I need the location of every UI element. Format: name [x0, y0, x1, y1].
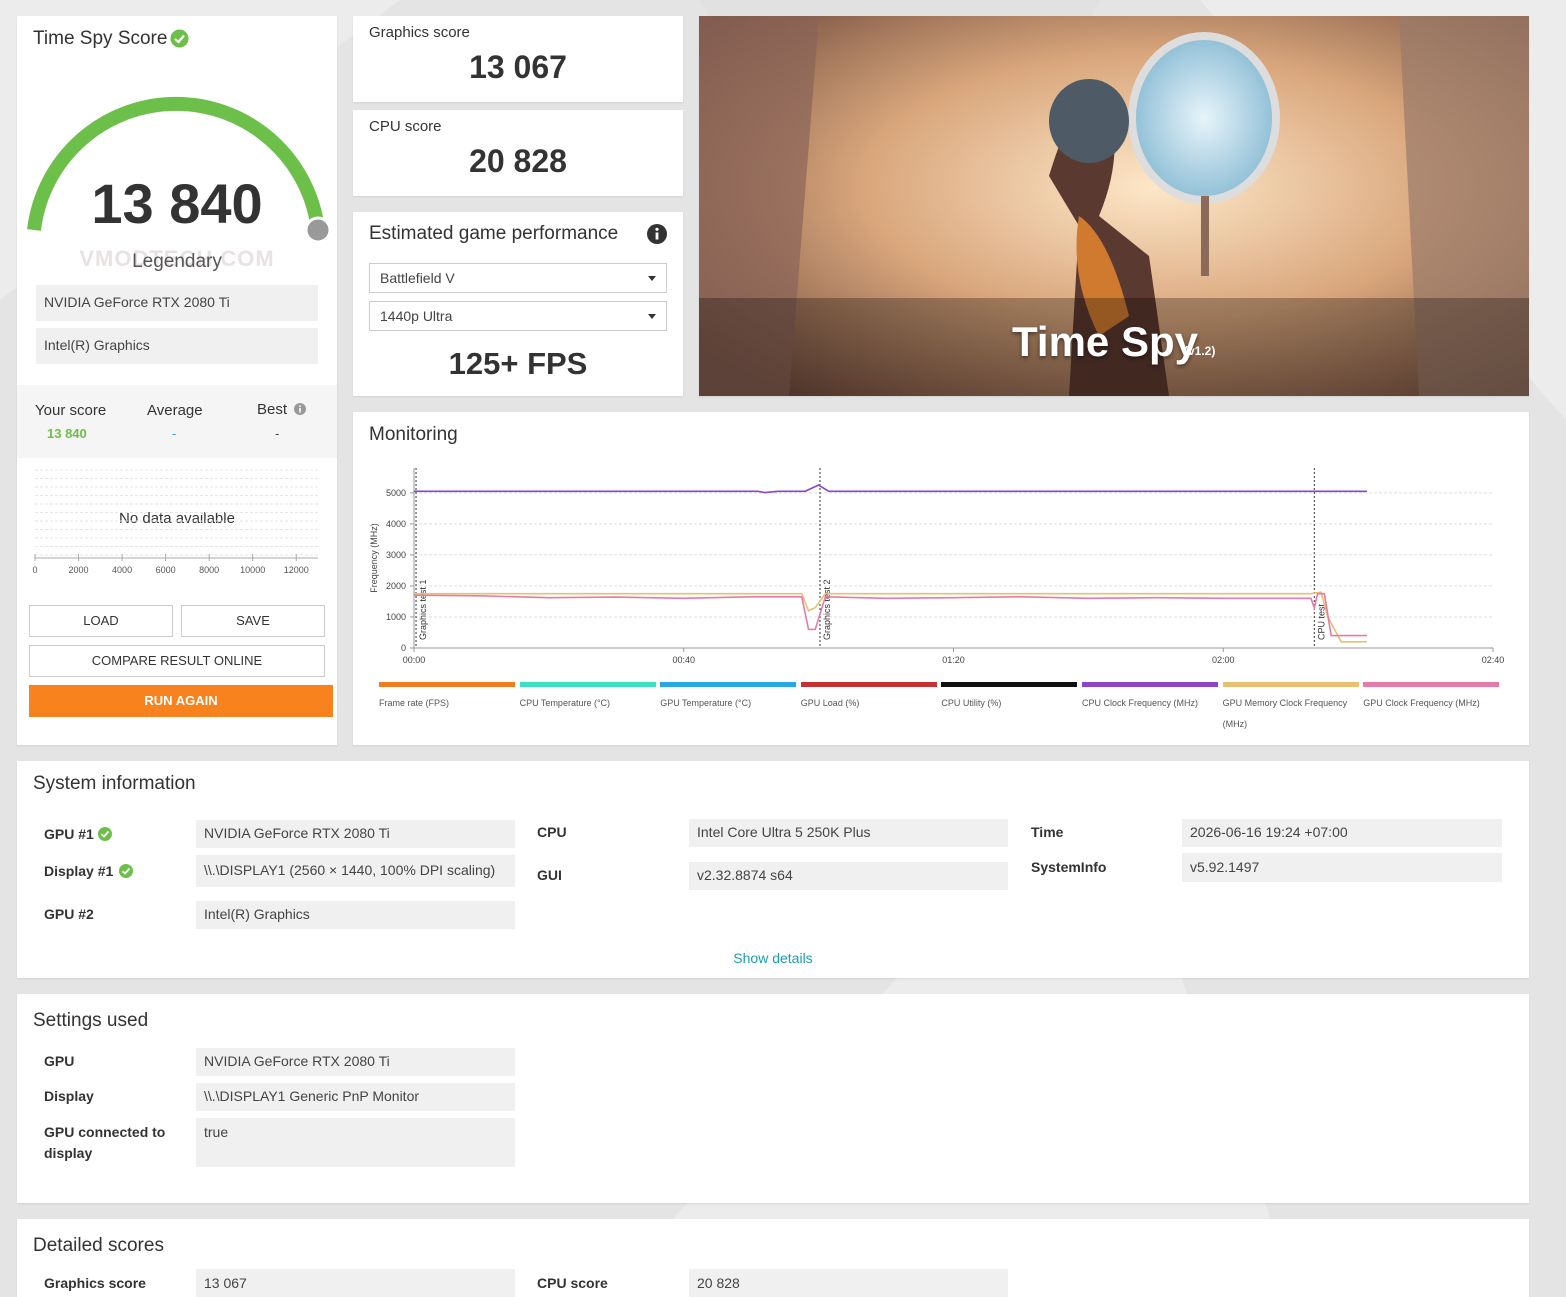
graphics-score-value: 13 067 — [469, 49, 567, 85]
cpu-score-card: CPU score 20 828 — [353, 110, 683, 196]
game-dropdown[interactable]: Battlefield V — [369, 263, 667, 293]
info-icon[interactable] — [294, 403, 306, 415]
score-rank: Legendary — [132, 251, 222, 272]
value-box — [196, 855, 515, 887]
row-label: Display #1 — [44, 863, 114, 879]
legend-item[interactable]: CPU Utility (%) — [941, 682, 1078, 714]
gpu2-box — [36, 328, 318, 364]
gpu2-name: Intel(R) Graphics — [44, 337, 150, 353]
value-box — [689, 1269, 1008, 1297]
row-value: \\.\DISPLAY1 Generic PnP Monitor — [204, 1088, 420, 1104]
run-again-button[interactable]: RUN AGAIN — [29, 685, 333, 717]
fps-value: 125+ FPS — [448, 346, 588, 381]
gpu-box — [36, 285, 318, 321]
average-value: - — [172, 426, 177, 441]
comparison-band — [17, 385, 337, 458]
best-label: Best — [257, 401, 288, 418]
score-card: Time Spy Score VMODTECH.COM 13 840 Legen… — [17, 16, 337, 745]
value-box — [196, 1083, 515, 1111]
your-score-label: Your score — [35, 402, 107, 419]
row-value: NVIDIA GeForce RTX 2080 Ti — [204, 825, 390, 841]
row-value: 2026-06-16 19:24 +07:00 — [1190, 824, 1348, 840]
graphics-score-label: Graphics score — [369, 24, 470, 41]
banner-version: (v1.2) — [1184, 344, 1216, 358]
value-box — [196, 820, 515, 848]
banner-art — [699, 16, 1529, 396]
game-performance-title: Estimated game performance — [369, 223, 619, 244]
row-value: Intel(R) Graphics — [204, 906, 310, 922]
legend-item[interactable]: GPU Memory Clock Frequency (MHz) — [1222, 682, 1359, 735]
no-data-message: No data available — [119, 510, 235, 527]
average-label: Average — [147, 402, 203, 419]
row-value: v2.32.8874 s64 — [697, 867, 793, 883]
row-label: GPU connected to display — [44, 1124, 166, 1161]
row-label: GPU #2 — [44, 906, 94, 922]
legend-item[interactable]: GPU Load (%) — [800, 682, 937, 714]
value-box — [196, 1269, 515, 1297]
compare-button[interactable]: COMPARE RESULT ONLINE — [29, 645, 325, 677]
system-information-card: System information GPU #1 NVIDIA GeForce… — [17, 761, 1529, 978]
best-value: - — [275, 426, 280, 441]
row-label: CPU — [537, 824, 567, 840]
value-box — [689, 862, 1008, 890]
legend-item[interactable]: GPU Clock Frequency (MHz) — [1363, 682, 1500, 714]
overall-score: 13 840 — [91, 172, 263, 235]
card-title: Time Spy Score — [33, 28, 168, 49]
row-value: NVIDIA GeForce RTX 2080 Ti — [204, 1053, 390, 1069]
row-label: GPU — [44, 1053, 75, 1069]
cpu-score-label: CPU score — [369, 118, 442, 135]
legend-item[interactable]: CPU Temperature (°C) — [519, 682, 656, 714]
value-box — [196, 1118, 515, 1167]
section-title: Settings used — [33, 1010, 149, 1031]
value-box — [1182, 819, 1502, 847]
settings-card: Settings used GPU NVIDIA GeForce RTX 208… — [17, 994, 1529, 1203]
value-box — [196, 1048, 515, 1076]
banner: Time Spy (v1.2) — [699, 16, 1529, 396]
value-box — [196, 901, 515, 929]
legend-item[interactable]: CPU Clock Frequency (MHz) — [1082, 682, 1218, 714]
row-label: Graphics score — [44, 1275, 146, 1291]
gpu-name: NVIDIA GeForce RTX 2080 Ti — [44, 294, 230, 310]
row-value: Intel Core Ultra 5 250K Plus — [697, 824, 871, 840]
row-value: true — [204, 1124, 229, 1140]
check-icon — [98, 827, 112, 841]
row-label: GPU #1 — [44, 826, 94, 842]
check-icon — [119, 864, 133, 878]
check-icon — [170, 29, 189, 48]
banner-title: Time Spy — [1012, 318, 1198, 365]
monitoring-title: Monitoring — [369, 424, 458, 445]
row-label: CPU score — [537, 1275, 608, 1291]
monitoring-card: Monitoring Frame rate (FPS) CPU Temperatu… — [353, 412, 1529, 745]
cpu-score-value: 20 828 — [469, 143, 567, 179]
your-score-value: 13 840 — [47, 426, 87, 441]
game-performance-card: Estimated game performance Battlefield V… — [353, 212, 683, 396]
value-box — [689, 819, 1008, 847]
legend: Frame rate (FPS) CPU Temperature (°C) GPU … — [379, 682, 1519, 742]
row-label: SystemInfo — [1031, 859, 1107, 875]
row-label: Display — [44, 1088, 94, 1104]
row-value: 20 828 — [697, 1275, 740, 1291]
section-title: System information — [33, 773, 196, 794]
row-value: v5.92.1497 — [1190, 859, 1260, 875]
save-button[interactable]: SAVE — [181, 605, 325, 637]
info-icon[interactable] — [647, 224, 667, 244]
graphics-score-card: Graphics score 13 067 — [353, 16, 683, 102]
row-label: Time — [1031, 824, 1064, 840]
value-box — [1182, 853, 1502, 882]
load-button[interactable]: LOAD — [29, 605, 173, 637]
row-value: 13 067 — [204, 1275, 247, 1291]
row-label: GUI — [537, 867, 562, 883]
preset-dropdown[interactable]: 1440p Ultra — [369, 301, 667, 331]
legend-item[interactable]: Frame rate (FPS) — [379, 682, 515, 714]
detailed-scores-card: Detailed scores Graphics score 13 067 CP… — [17, 1219, 1529, 1297]
show-details-link[interactable]: Show details — [733, 950, 813, 966]
row-value: \\.\DISPLAY1 (2560 × 1440, 100% DPI scal… — [204, 862, 496, 878]
section-title: Detailed scores — [33, 1235, 164, 1256]
legend-item[interactable]: GPU Temperature (°C) — [660, 682, 797, 714]
watermark: VMODTECH.COM — [79, 246, 275, 271]
